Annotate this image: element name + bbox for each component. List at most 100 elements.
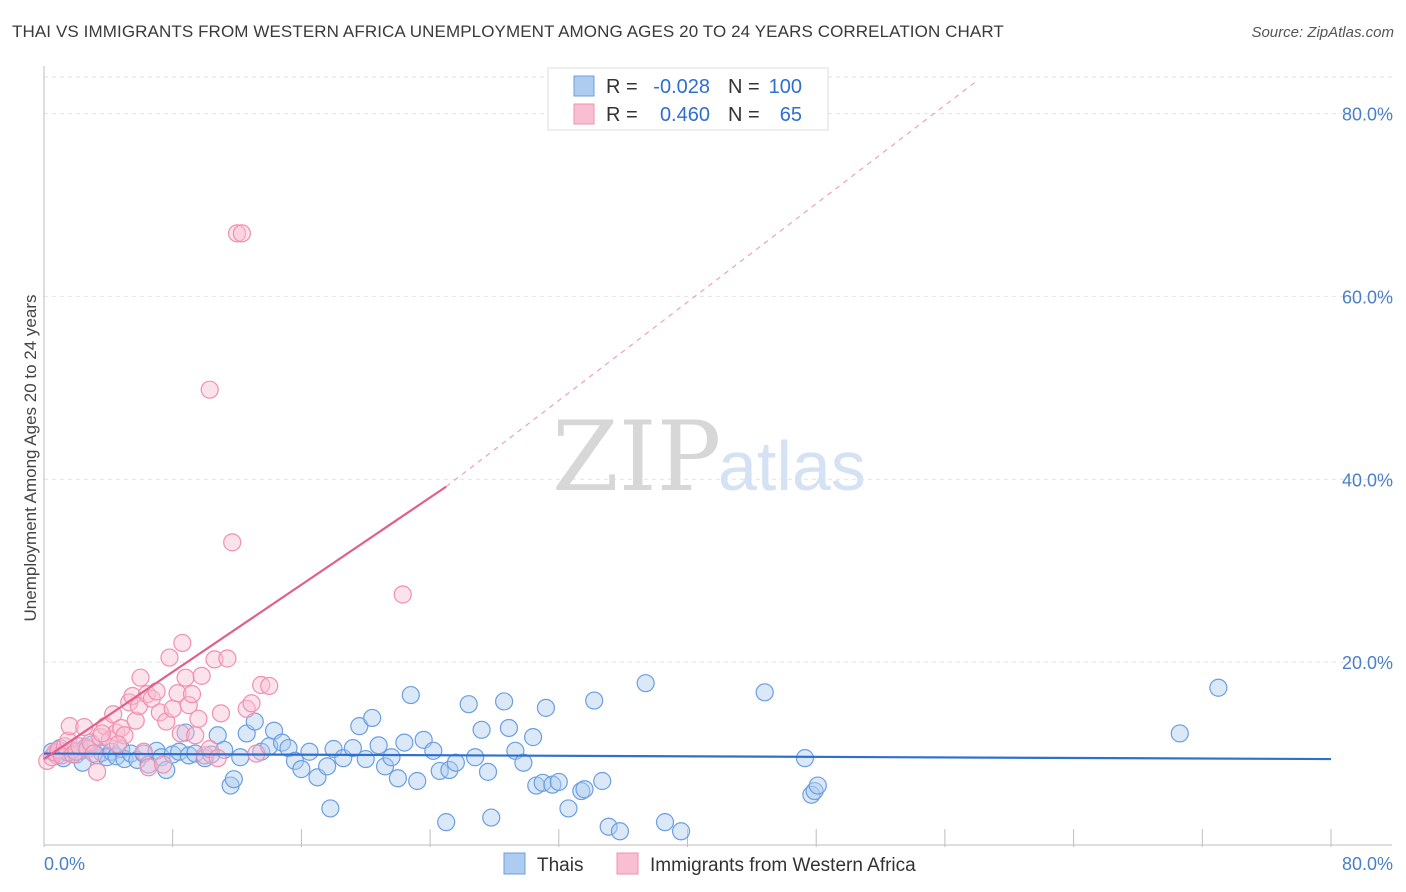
thais-point [808, 776, 827, 795]
y-axis-label: Unemployment Among Ages 20 to 24 years [21, 295, 40, 622]
chart-source: Source: ZipAtlas.com [1251, 24, 1394, 41]
thais-point [482, 808, 501, 827]
legend-swatch [573, 103, 595, 125]
bottom-legend-label: Thais [537, 855, 583, 876]
bottom-legend: Thais Immigrants from Western Africa [503, 852, 916, 876]
western-africa-point [67, 742, 86, 761]
gridlines [44, 76, 1392, 663]
thais-point [430, 761, 449, 781]
legend-r-value: 0.460 [660, 104, 710, 126]
thais-point [437, 813, 456, 832]
western-africa-point [60, 717, 79, 736]
thais-point [388, 769, 408, 788]
legend-r-value: -0.028 [653, 76, 710, 98]
western-africa-point [237, 699, 256, 718]
axes [43, 66, 1392, 847]
thais-point [499, 718, 519, 738]
legend-box [547, 67, 829, 131]
western-africa-point [260, 676, 279, 696]
thais-point [575, 780, 594, 799]
thais-point [395, 733, 414, 752]
thais-point [343, 738, 362, 758]
thais-point [593, 771, 612, 791]
legend: R = -0.028 N = 100 R = 0.460 N = 65 [547, 67, 829, 131]
western-africa-point [126, 711, 145, 730]
bottom-legend-label: Immigrants from Western Africa [650, 855, 916, 876]
western-africa-point [87, 762, 107, 781]
thais-point [170, 742, 189, 761]
thais-point [549, 772, 568, 792]
thais-trendline [43, 752, 1332, 761]
thais-point [795, 749, 815, 768]
thais-point [755, 683, 774, 702]
western-africa-point [163, 699, 182, 718]
western-africa-point [131, 668, 150, 687]
thais-point [585, 691, 604, 710]
western-africa-point [139, 758, 158, 777]
legend-r-label: R = [606, 76, 638, 98]
thais-point [300, 742, 319, 761]
thais-point [401, 685, 420, 705]
western-africa-point [108, 735, 128, 754]
thais-point [318, 757, 337, 776]
thais-point [459, 695, 478, 714]
thais-point [1170, 724, 1189, 743]
thais-points [42, 674, 1228, 841]
thais-point [231, 748, 250, 767]
y-tick-label: 20.0% [1342, 653, 1393, 673]
western-africa-point [393, 585, 412, 604]
thais-point [157, 760, 176, 780]
thais-point [369, 736, 388, 755]
thais-point [599, 817, 618, 836]
trendlines [43, 80, 1332, 761]
western-africa-point [227, 224, 247, 243]
watermark-atlas: atlas [718, 427, 866, 505]
thais-point [363, 708, 382, 728]
thais-point [382, 748, 401, 767]
western-africa-point [115, 726, 134, 745]
western-africa-point [182, 685, 202, 704]
thais-point [321, 799, 340, 818]
western-africa-point [192, 666, 211, 685]
thais-point [356, 749, 375, 769]
thais-point [671, 822, 691, 841]
western-africa-point [218, 649, 237, 668]
western-africa-point [186, 726, 205, 745]
thais-point [610, 822, 630, 841]
thais-point [495, 692, 514, 711]
legend-n-value: 65 [780, 104, 802, 126]
western-africa-point [205, 650, 224, 669]
legend-n-label: N = [728, 76, 760, 98]
western-africa-point [189, 709, 208, 728]
western-africa-point [208, 749, 227, 768]
western-africa-point [92, 724, 112, 743]
western-africa-point [173, 633, 192, 653]
thais-point [514, 753, 533, 772]
thais-point [559, 799, 578, 818]
legend-r-label: R = [606, 104, 638, 126]
western-africa-point [171, 724, 190, 743]
thais-point [324, 739, 343, 759]
western-africa-point [232, 224, 251, 243]
western-africa-point [242, 694, 261, 713]
legend-swatch [573, 75, 595, 97]
legend-n-value: 100 [769, 76, 802, 98]
thais-point [408, 771, 427, 791]
thais-point [375, 757, 395, 776]
watermark-zip: ZIP [552, 401, 721, 513]
y-tick-label: 80.0% [1342, 105, 1393, 125]
thais-point [472, 720, 491, 739]
thais-point [636, 674, 655, 693]
thais-point [536, 698, 556, 717]
western-africa-trendline-extension [445, 80, 978, 488]
western-africa-points [38, 224, 412, 781]
western-africa-point [123, 686, 142, 706]
y-tick-label: 40.0% [1342, 470, 1393, 490]
thais-point [350, 717, 369, 736]
thais-point [1209, 678, 1228, 697]
western-africa-point [211, 704, 231, 723]
thais-point [424, 741, 443, 760]
thais-point [572, 781, 591, 801]
chart-title: THAI VS IMMIGRANTS FROM WESTERN AFRICA U… [12, 22, 1004, 41]
